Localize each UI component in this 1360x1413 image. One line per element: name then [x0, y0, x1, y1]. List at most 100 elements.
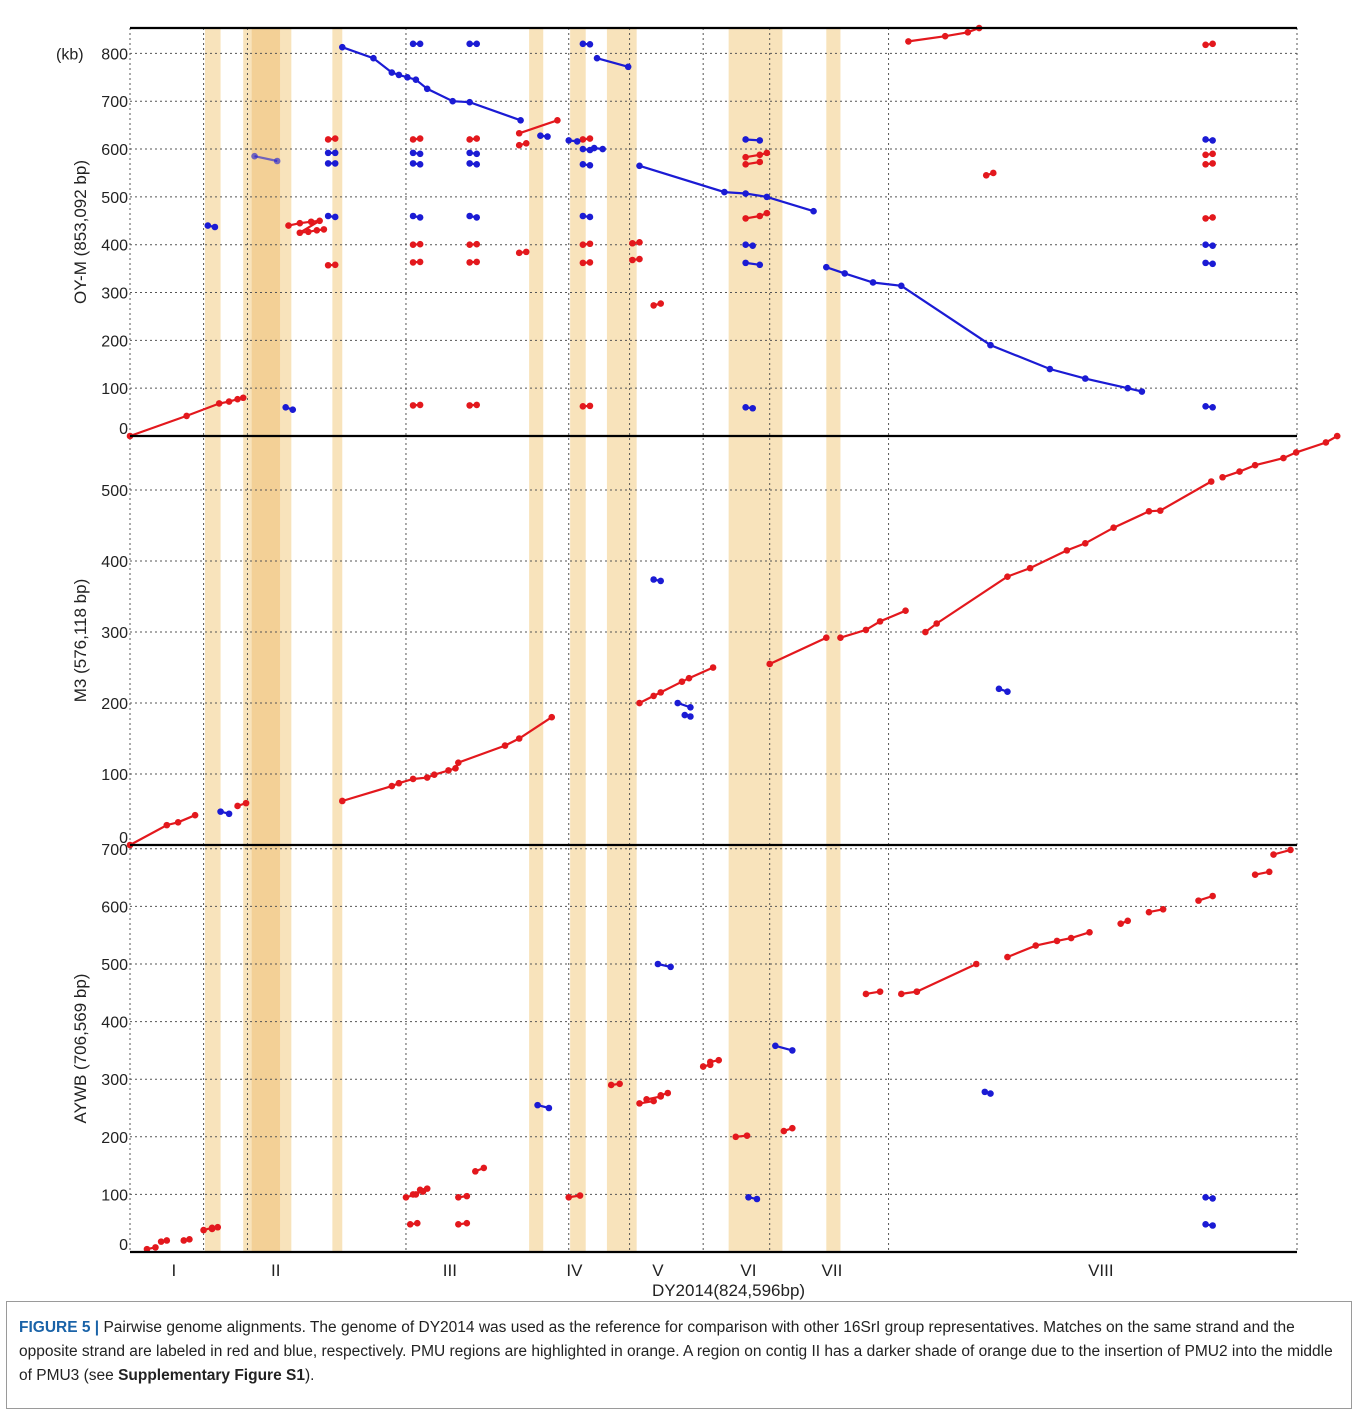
aywb-ytick-label: 400 — [101, 1015, 128, 1032]
m3-same-strand-line-7-point — [933, 620, 940, 627]
oy-m-opposite-strand-match-12-point — [466, 149, 473, 157]
oy-m-opposite-strand-match-25-point — [1209, 137, 1216, 144]
oy-m-same-strand-line-4-point — [316, 217, 323, 225]
oy-m-opposite-strand-match-1-point — [211, 223, 219, 231]
oy-m-same-strand-match-15-point — [579, 241, 587, 248]
m3-same-strand-line-2-point — [242, 799, 250, 807]
oy-m-opposite-strand-line-2-point — [636, 162, 643, 170]
m3-same-strand-line-7-point — [922, 628, 929, 636]
m3-same-strand-line-8-point — [1292, 449, 1300, 456]
m3-same-strand-line-8-point — [1219, 473, 1226, 481]
oy-m-same-strand-match-13-point — [579, 403, 587, 410]
caption-reference-link[interactable]: Supplementary Figure S1 — [118, 1367, 305, 1384]
aywb-opposite-strand-match-1-point — [534, 1101, 541, 1109]
aywb-same-strand-match-13-point — [565, 1193, 573, 1201]
oy-m-same-strand-line-3-point — [515, 129, 523, 137]
oy-m-same-strand-match-2-point — [324, 136, 332, 143]
oy-m-opposite-strand-match-21-point — [742, 136, 749, 143]
oy-m-ytick-label: 600 — [101, 142, 128, 159]
oy-m-opposite-strand-line-1-point — [404, 74, 411, 81]
m3-same-strand-line-6-point — [862, 626, 870, 634]
m3-opposite-strand-match-2-point — [650, 576, 657, 583]
oy-m-opposite-strand-match-6-point — [416, 40, 424, 48]
oy-m-opposite-strand-match-25-point — [1202, 136, 1209, 143]
oy-m-opposite-strand-match-27-point — [1209, 260, 1216, 268]
aywb-y-axis-label: AYWB (706,569 bp) — [71, 974, 90, 1124]
aywb-same-strand-match-15-point — [636, 1100, 643, 1107]
oy-m-same-strand-match-3-point — [409, 259, 417, 266]
oy-m-opposite-strand-match-13-point — [466, 160, 473, 167]
oy-m-same-strand-match-11-point — [522, 248, 530, 256]
aywb-same-strand-line-4-point — [1145, 908, 1153, 916]
aywb-same-strand-match-5-point — [208, 1225, 216, 1233]
contig-label-II: II — [271, 1261, 280, 1280]
oy-m-opposite-strand-line-3-point — [987, 341, 994, 349]
m3-same-strand-line-1-point — [174, 818, 182, 826]
aywb-same-strand-match-14-point — [616, 1080, 623, 1088]
oy-m-same-strand-match-23-point — [982, 172, 990, 179]
aywb-same-strand-line-2-point — [1053, 937, 1061, 945]
aywb-ytick-label: 600 — [101, 899, 128, 916]
m3-same-strand-line-6-point — [902, 607, 909, 615]
m3-same-strand-line-1-point — [191, 811, 199, 819]
pmu-highlight-layer — [205, 28, 841, 1252]
contig-label-V: V — [652, 1261, 664, 1280]
m3-same-strand-line-8-point — [1280, 454, 1287, 462]
aywb-same-strand-line-6-point — [1265, 868, 1273, 876]
aywb-opposite-strand-match-4-point — [745, 1193, 752, 1201]
m3-same-strand-line-7-point — [1207, 478, 1215, 485]
aywb-opposite-strand-match-3-point — [789, 1047, 796, 1054]
m3-same-strand-line-4-point — [678, 678, 686, 686]
oy-m-opposite-strand-match-18-point — [579, 161, 587, 168]
aywb-same-strand-match-9-point — [413, 1219, 421, 1227]
oy-m-same-strand-match-23-point — [989, 169, 997, 177]
pmu-region-8 — [826, 28, 841, 1252]
oy-m-same-strand-match-1-point — [331, 261, 339, 269]
aywb-opposite-strand-match-2-point — [667, 963, 674, 971]
oy-m-opposite-strand-line-1-point — [466, 98, 473, 106]
oy-m-opposite-strand-match-26-point — [1209, 242, 1216, 249]
oy-m-opposite-strand-line-4 — [596, 57, 629, 68]
m3-opposite-strand-match-1-point — [217, 808, 224, 815]
aywb-same-strand-match-3-point — [186, 1236, 193, 1243]
oy-m-opposite-strand-match-7-point — [409, 212, 417, 220]
oy-m-opposite-strand-match-19-point — [579, 212, 587, 220]
oy-m-opposite-strand-match-10-point — [473, 40, 481, 48]
caption-text: Pairwise genome alignments. The genome o… — [19, 1319, 1333, 1384]
aywb-same-strand-match-8-point — [423, 1185, 431, 1192]
oy-m-same-strand-match-22-point — [742, 161, 749, 168]
aywb-opposite-strand-match-1-point — [545, 1104, 553, 1112]
oy-m-opposite-strand-match-20-point — [599, 145, 606, 153]
contig-label-III: III — [443, 1261, 457, 1280]
aywb-same-strand-line-3-point — [1117, 920, 1124, 927]
m3-same-strand-line-5-point — [766, 660, 773, 668]
oy-m-same-strand-match-20-point — [756, 212, 764, 220]
oy-m-ytick-label: 0 — [119, 421, 128, 438]
oy-m-same-strand-match-13-point — [586, 402, 594, 410]
aywb-same-strand-match-11-point — [463, 1219, 471, 1227]
aywb-same-strand-match-5-point — [214, 1223, 222, 1231]
aywb-same-strand-match-20-point — [743, 1132, 751, 1139]
oy-m-opposite-strand-line-1-point — [338, 43, 346, 51]
aywb-same-strand-line-2-point — [1004, 953, 1011, 961]
aywb-same-strand-line-2-point — [1032, 942, 1040, 949]
m3-same-strand-line-5 — [769, 636, 827, 665]
oy-m-opposite-strand-match-15-point — [573, 138, 581, 145]
m3-same-strand-line-7-point — [1063, 547, 1071, 554]
pmu-region-5 — [570, 28, 586, 1252]
m3-same-strand-line-7-point — [1156, 507, 1164, 514]
oy-m-same-strand-match-4-point — [409, 241, 417, 248]
oy-m-opposite-strand-match-26-point — [1202, 241, 1209, 248]
m3-same-strand-line-6-point — [837, 634, 844, 642]
aywb-same-strand-match-3-point — [180, 1237, 188, 1244]
oy-m-opposite-strand-line-3 — [825, 266, 1143, 393]
oy-m-opposite-strand-line-2-point — [721, 188, 728, 196]
x-axis-label: DY2014(824,596bp) — [652, 1281, 805, 1300]
aywb-same-strand-match-22-point — [862, 990, 870, 998]
aywb-same-strand-match-10-point — [455, 1193, 462, 1201]
m3-same-strand-line-8-point — [1251, 461, 1259, 469]
alignment-figure: 0 100 200 300 400 500 600 700 800 (kb) OY-M (853,0… — [56, 24, 1341, 1300]
aywb-same-strand-match-11-point — [455, 1221, 462, 1228]
aywb-same-strand-line-7-point — [1287, 846, 1294, 854]
aywb-same-strand-line-1 — [916, 963, 977, 993]
